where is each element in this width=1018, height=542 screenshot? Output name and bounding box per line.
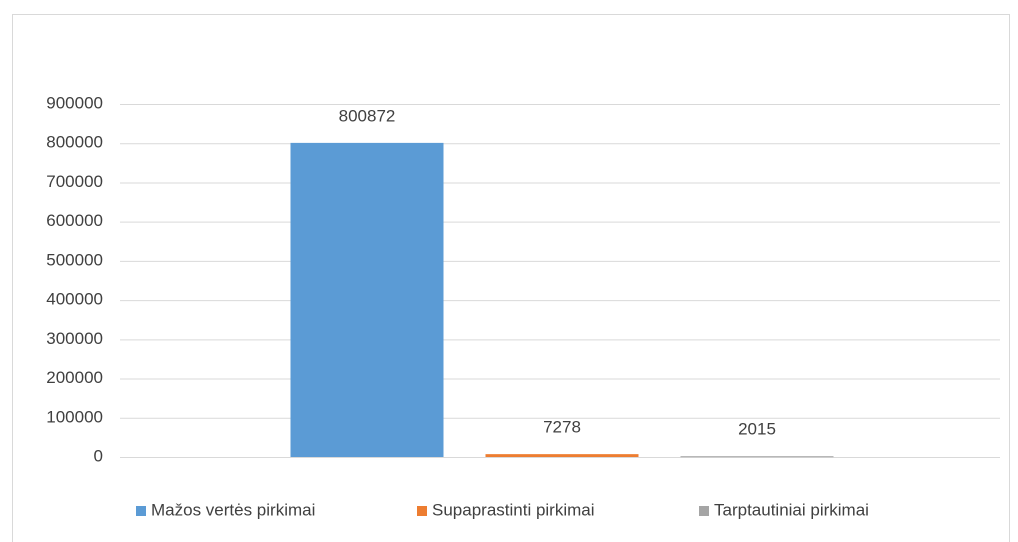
y-tick-label: 800000 xyxy=(46,133,103,152)
legend-label: Supaprastinti pirkimai xyxy=(432,500,595,519)
legend-swatch xyxy=(699,506,709,516)
data-label: 800872 xyxy=(339,106,396,125)
legend-label: Mažos vertės pirkimai xyxy=(151,500,315,519)
y-tick-label: 200000 xyxy=(46,368,103,387)
bar xyxy=(290,142,444,458)
legend-label: Tarptautiniai pirkimai xyxy=(714,500,869,519)
data-label: 7278 xyxy=(543,418,581,437)
y-tick-label: 500000 xyxy=(46,250,103,269)
y-tick-label: 400000 xyxy=(46,290,103,309)
y-tick-label: 600000 xyxy=(46,211,103,230)
legend-swatch xyxy=(417,506,427,516)
data-label: 2015 xyxy=(738,420,776,439)
y-tick-label: 700000 xyxy=(46,172,103,191)
chart-border xyxy=(12,14,1010,542)
y-tick-label: 100000 xyxy=(46,407,103,426)
y-tick-label: 300000 xyxy=(46,329,103,348)
y-tick-label: 900000 xyxy=(46,93,103,112)
y-tick-label: 0 xyxy=(94,446,103,465)
bar xyxy=(485,454,639,457)
legend-swatch xyxy=(136,506,146,516)
bar xyxy=(680,456,834,458)
